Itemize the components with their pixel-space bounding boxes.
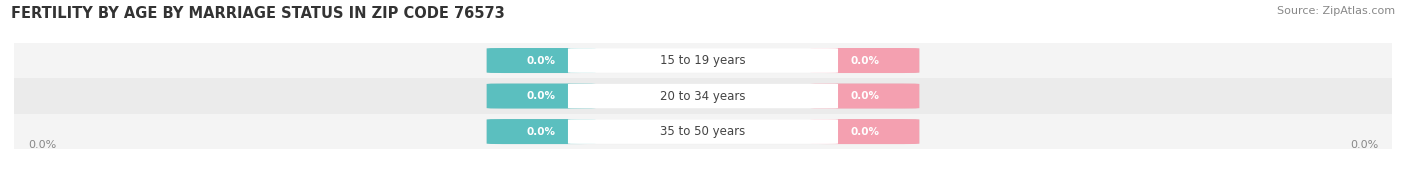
Text: 0.0%: 0.0% — [527, 127, 555, 137]
Text: 15 to 19 years: 15 to 19 years — [661, 54, 745, 67]
Text: 0.0%: 0.0% — [851, 91, 879, 101]
Text: 0.0%: 0.0% — [28, 140, 56, 150]
FancyBboxPatch shape — [486, 83, 596, 109]
Text: 0.0%: 0.0% — [527, 55, 555, 65]
FancyBboxPatch shape — [486, 119, 596, 144]
FancyBboxPatch shape — [486, 48, 596, 73]
Text: 35 to 50 years: 35 to 50 years — [661, 125, 745, 138]
FancyBboxPatch shape — [486, 48, 920, 73]
Bar — [14, 43, 1392, 78]
Text: 20 to 34 years: 20 to 34 years — [661, 90, 745, 103]
FancyBboxPatch shape — [568, 48, 838, 73]
Text: FERTILITY BY AGE BY MARRIAGE STATUS IN ZIP CODE 76573: FERTILITY BY AGE BY MARRIAGE STATUS IN Z… — [11, 6, 505, 21]
FancyBboxPatch shape — [568, 119, 838, 144]
Text: 0.0%: 0.0% — [1350, 140, 1378, 150]
Text: 0.0%: 0.0% — [851, 55, 879, 65]
FancyBboxPatch shape — [810, 48, 920, 73]
FancyBboxPatch shape — [568, 84, 838, 108]
Text: Source: ZipAtlas.com: Source: ZipAtlas.com — [1277, 6, 1395, 16]
Text: 0.0%: 0.0% — [851, 127, 879, 137]
Text: 0.0%: 0.0% — [527, 91, 555, 101]
FancyBboxPatch shape — [810, 83, 920, 109]
Bar — [14, 114, 1392, 149]
FancyBboxPatch shape — [486, 119, 920, 144]
FancyBboxPatch shape — [810, 119, 920, 144]
Legend: Married, Unmarried: Married, Unmarried — [621, 195, 785, 196]
FancyBboxPatch shape — [486, 83, 920, 109]
Bar — [14, 78, 1392, 114]
